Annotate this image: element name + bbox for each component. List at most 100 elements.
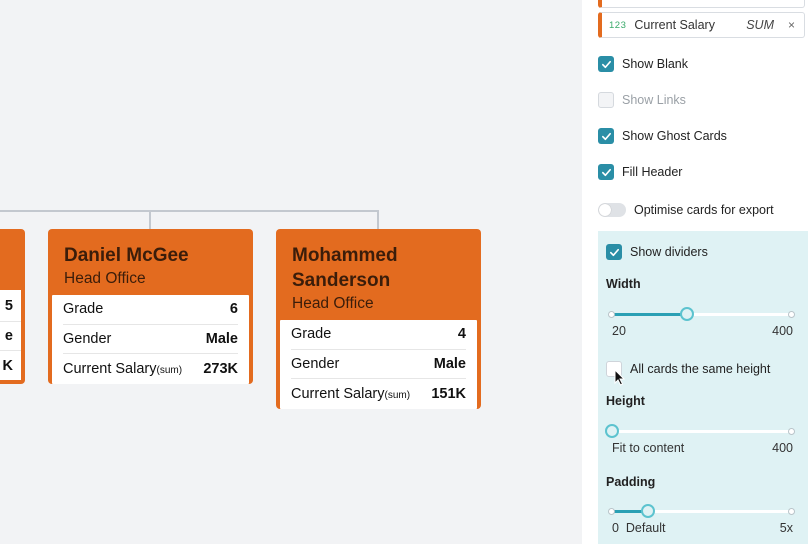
card-row-label-sub: (sum) xyxy=(384,389,411,401)
card-row: e xyxy=(0,322,21,351)
fill-header-option[interactable]: Fill Header xyxy=(598,163,682,181)
card-row-value: Male xyxy=(433,355,466,372)
slider-min-dot xyxy=(608,310,615,318)
card-row: Grade 6 xyxy=(63,295,238,325)
org-card[interactable]: 5 e K xyxy=(0,229,25,384)
card-row-value: Male xyxy=(205,330,238,347)
connector-drop-3 xyxy=(377,210,379,229)
settings-panel: 123 Current Salary SUM × Show Blank Show… xyxy=(582,0,808,544)
width-min-label: 20 xyxy=(612,324,626,338)
padding-slider-fill xyxy=(612,510,648,513)
fill-header-label: Fill Header xyxy=(622,165,683,179)
numeric-type-icon: 123 xyxy=(609,19,627,31)
card-header: Mohammed Sanderson Head Office xyxy=(280,233,477,320)
card-office: Head Office xyxy=(64,270,146,287)
check-icon xyxy=(601,168,611,176)
height-slider-handle[interactable] xyxy=(605,424,619,438)
remove-field-icon[interactable]: × xyxy=(787,18,795,32)
show-dividers-checkbox[interactable] xyxy=(606,244,622,260)
card-row: Current Salary(sum) 273K xyxy=(63,354,238,384)
slider-max-dot xyxy=(788,310,795,318)
height-slider-labels: Fit to content 400 xyxy=(612,441,793,455)
card-row-label: Grade xyxy=(291,326,332,343)
width-slider[interactable] xyxy=(608,307,795,321)
show-links-checkbox xyxy=(598,92,614,108)
height-max-label: 400 xyxy=(772,441,793,455)
mouse-cursor-icon xyxy=(614,369,625,386)
card-row: Gender Male xyxy=(63,325,238,354)
height-label: Height xyxy=(606,394,645,408)
slider-min-dot xyxy=(608,507,615,515)
card-row-value: 5 xyxy=(4,298,13,315)
card-row-value: 6 xyxy=(229,301,238,318)
height-slider[interactable] xyxy=(605,424,795,438)
same-height-option[interactable]: All cards the same height xyxy=(606,360,770,378)
card-row: Grade 4 xyxy=(291,320,466,350)
field-chip-partial[interactable] xyxy=(598,0,805,8)
card-row-label: Current Salary(sum) xyxy=(291,386,410,402)
width-slider-handle[interactable] xyxy=(680,307,694,321)
show-blank-label: Show Blank xyxy=(622,57,689,71)
card-row-value: e xyxy=(4,327,13,344)
card-name-line2: Sanderson xyxy=(292,270,391,291)
check-icon xyxy=(601,60,611,68)
slider-max-dot xyxy=(788,507,795,515)
card-body: 5 e K xyxy=(0,290,21,380)
card-name: Daniel McGee xyxy=(64,245,189,266)
field-chip-current-salary[interactable]: 123 Current Salary SUM × xyxy=(598,12,805,38)
show-blank-option[interactable]: Show Blank xyxy=(598,55,688,73)
check-icon xyxy=(601,132,611,140)
height-min-label: Fit to content xyxy=(612,441,685,455)
padding-label: Padding xyxy=(606,475,656,489)
show-ghost-cards-checkbox[interactable] xyxy=(598,128,614,144)
show-blank-checkbox[interactable] xyxy=(598,56,614,72)
org-card[interactable]: Mohammed Sanderson Head Office Grade 4 G… xyxy=(276,229,481,409)
same-height-label: All cards the same height xyxy=(630,362,771,376)
padding-min-label: 0 xyxy=(612,521,619,535)
card-row-label-sub: (sum) xyxy=(156,364,183,376)
show-links-option: Show Links xyxy=(598,91,686,109)
dividers-settings-box: Show dividers Width 20 400 All cards the… xyxy=(598,231,808,544)
show-links-label: Show Links xyxy=(622,93,686,107)
card-row-label: Gender xyxy=(63,330,112,347)
show-ghost-cards-label: Show Ghost Cards xyxy=(622,129,727,143)
optimise-export-toggle[interactable] xyxy=(598,203,626,217)
card-row-label: Grade xyxy=(63,301,104,318)
padding-slider-handle[interactable] xyxy=(641,504,655,518)
card-row-label-text: Current Salary xyxy=(63,360,157,377)
card-row-label: Current Salary(sum) xyxy=(63,361,182,377)
check-icon xyxy=(609,248,619,256)
optimise-export-option[interactable]: Optimise cards for export xyxy=(598,201,774,219)
card-body: Grade 6 Gender Male Current Salary(sum) … xyxy=(52,295,249,384)
show-dividers-option[interactable]: Show dividers xyxy=(606,243,708,261)
card-row-value: K xyxy=(2,357,13,374)
card-body: Grade 4 Gender Male Current Salary(sum) … xyxy=(280,320,477,409)
show-ghost-cards-option[interactable]: Show Ghost Cards xyxy=(598,127,727,145)
card-name-line1: Mohammed xyxy=(292,245,398,266)
field-chip-aggregate[interactable]: SUM xyxy=(746,18,774,32)
card-row: K xyxy=(0,351,21,381)
card-office: Head Office xyxy=(292,295,374,312)
card-header: Daniel McGee Head Office xyxy=(52,233,249,295)
org-chart-canvas[interactable]: 5 e K Daniel McGee Head Office Grade 6 G… xyxy=(0,0,582,544)
optimise-export-label: Optimise cards for export xyxy=(634,203,774,217)
width-slider-labels: 20 400 xyxy=(612,324,793,338)
card-row-value: 273K xyxy=(203,360,238,377)
padding-slider-labels: 0 Default 5x xyxy=(612,521,793,535)
card-row: 5 xyxy=(0,292,21,322)
padding-slider[interactable] xyxy=(608,504,795,518)
card-row-value: 151K xyxy=(431,385,466,402)
padding-max-label: 5x xyxy=(779,521,793,535)
slider-max-dot xyxy=(788,427,795,435)
connector-horizontal xyxy=(0,210,379,212)
width-slider-fill xyxy=(612,313,686,316)
org-card[interactable]: Daniel McGee Head Office Grade 6 Gender … xyxy=(48,229,253,384)
card-row: Gender Male xyxy=(291,350,466,379)
card-row-label: Gender xyxy=(291,355,340,372)
width-max-label: 400 xyxy=(772,324,793,338)
card-row-value: 4 xyxy=(457,326,466,343)
fill-header-checkbox[interactable] xyxy=(598,164,614,180)
padding-default-label: Default xyxy=(625,521,666,535)
card-row: Current Salary(sum) 151K xyxy=(291,379,466,409)
connector-drop-2 xyxy=(149,210,151,229)
